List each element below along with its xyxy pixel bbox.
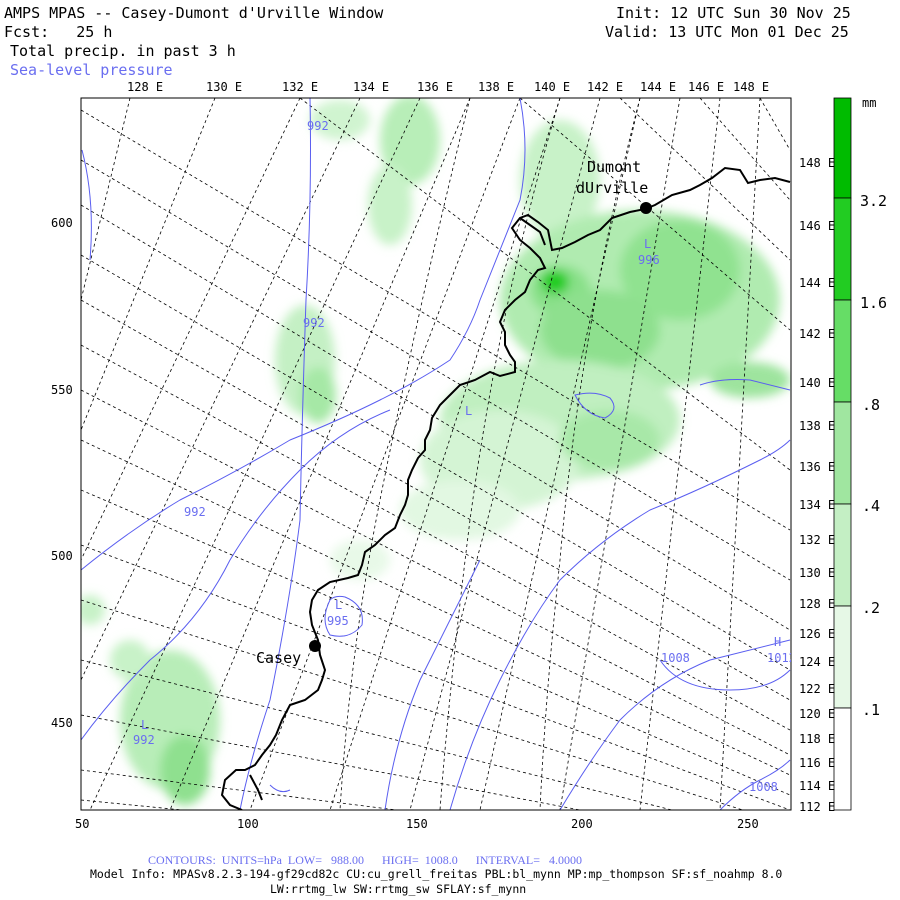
station-label-durville: dUrville xyxy=(576,179,649,197)
right-lon-label: 124 E xyxy=(799,655,836,669)
map-title: AMPS MPAS -- Casey-Dumont d'Urville Wind… xyxy=(4,4,384,22)
x-axis-tick: 200 xyxy=(571,817,593,831)
right-lon-label: 114 E xyxy=(799,779,836,793)
low-marker: L xyxy=(141,718,149,732)
station-label-casey: Casey xyxy=(256,649,302,667)
right-lon-label: 130 E xyxy=(799,566,836,580)
colorbar xyxy=(833,97,852,811)
right-lon-label: 142 E xyxy=(799,327,836,341)
dumont-durville-marker xyxy=(640,202,652,214)
right-lon-label: 116 E xyxy=(799,756,836,770)
right-lon-label: 128 E xyxy=(799,597,836,611)
model-info-2: LW:rrtmg_lw SW:rrtmg_sw SFLAY:sf_mynn xyxy=(270,882,527,896)
low-marker: L xyxy=(335,598,343,612)
colorbar-unit: mm xyxy=(862,96,877,110)
isobar-label: 992 xyxy=(307,119,329,133)
graticule xyxy=(81,98,791,810)
y-axis-tick: 450 xyxy=(51,716,73,730)
isobar-label: 992 xyxy=(133,733,155,747)
low-marker: L xyxy=(644,237,652,251)
station-label-dumont: Dumont xyxy=(587,158,642,176)
top-lon-label: 138 E xyxy=(478,80,515,94)
top-lon-label: 136 E xyxy=(417,80,454,94)
colorbar-level: .8 xyxy=(862,396,881,414)
forecast-hour: Fcst: 25 h xyxy=(4,23,113,41)
isobar-label: 992 xyxy=(303,316,325,330)
top-lon-label: 128 E xyxy=(127,80,164,94)
right-lon-label: 146 E xyxy=(799,219,836,233)
valid-time: Valid: 13 UTC Mon 01 Dec 25 xyxy=(605,23,849,41)
right-lon-label: 120 E xyxy=(799,707,836,721)
right-lon-label: 134 E xyxy=(799,498,836,512)
overlay-name: Sea-level pressure xyxy=(10,61,173,79)
top-lon-label: 146 E xyxy=(688,80,725,94)
right-lon-label: 118 E xyxy=(799,732,836,746)
contours-info: CONTOURS: UNITS=hPa LOW= 988.00 HIGH= 10… xyxy=(148,853,582,867)
top-lon-label: 144 E xyxy=(640,80,677,94)
right-lon-label: 138 E xyxy=(799,419,836,433)
y-axis-tick: 500 xyxy=(51,549,73,563)
colorbar-level: .1 xyxy=(862,701,881,719)
x-axis-tick: 150 xyxy=(406,817,428,831)
top-lon-label: 132 E xyxy=(282,80,319,94)
x-axis-tick: 50 xyxy=(75,817,90,831)
colorbar-level: 1.6 xyxy=(860,294,888,312)
right-lon-label: 122 E xyxy=(799,682,836,696)
precip-shading xyxy=(81,98,790,805)
top-lon-label: 130 E xyxy=(206,80,243,94)
top-lon-label: 142 E xyxy=(587,80,624,94)
map-frame xyxy=(80,97,792,811)
isobar-label: 1012 xyxy=(767,651,791,665)
model-info: Model Info: MPASv8.2.3-194-gf29cd82c CU:… xyxy=(90,867,783,881)
right-lon-label: 132 E xyxy=(799,533,836,547)
y-axis-tick: 550 xyxy=(51,383,73,397)
casey-marker xyxy=(309,640,321,652)
colorbar-level: 3.2 xyxy=(860,192,888,210)
right-lon-label: 148 E xyxy=(799,156,836,170)
isobar-label: 1008 xyxy=(661,651,690,665)
right-lon-label: 140 E xyxy=(799,376,836,390)
right-lon-label: 112 E xyxy=(799,800,836,814)
isobar-label: 995 xyxy=(327,614,349,628)
isobar-label: 1008 xyxy=(749,780,778,794)
top-lon-label: 134 E xyxy=(353,80,390,94)
high-marker: H xyxy=(774,635,782,649)
colorbar-level: .4 xyxy=(862,497,881,515)
low-marker: L xyxy=(465,404,473,418)
colorbar-level: .2 xyxy=(862,599,881,617)
init-time: Init: 12 UTC Sun 30 Nov 25 xyxy=(616,4,851,22)
x-axis-tick: 100 xyxy=(237,817,259,831)
y-axis-tick: 600 xyxy=(51,216,73,230)
coastline xyxy=(220,166,791,810)
top-lon-label: 148 E xyxy=(733,80,770,94)
right-lon-label: 136 E xyxy=(799,460,836,474)
right-lon-label: 126 E xyxy=(799,627,836,641)
right-lon-label: 144 E xyxy=(799,276,836,290)
isobar-label: 996 xyxy=(638,253,660,267)
x-axis-tick: 250 xyxy=(737,817,759,831)
top-lon-label: 140 E xyxy=(534,80,571,94)
isobar-label: 992 xyxy=(184,505,206,519)
field-name: Total precip. in past 3 h xyxy=(10,42,236,60)
isobars xyxy=(81,98,791,810)
